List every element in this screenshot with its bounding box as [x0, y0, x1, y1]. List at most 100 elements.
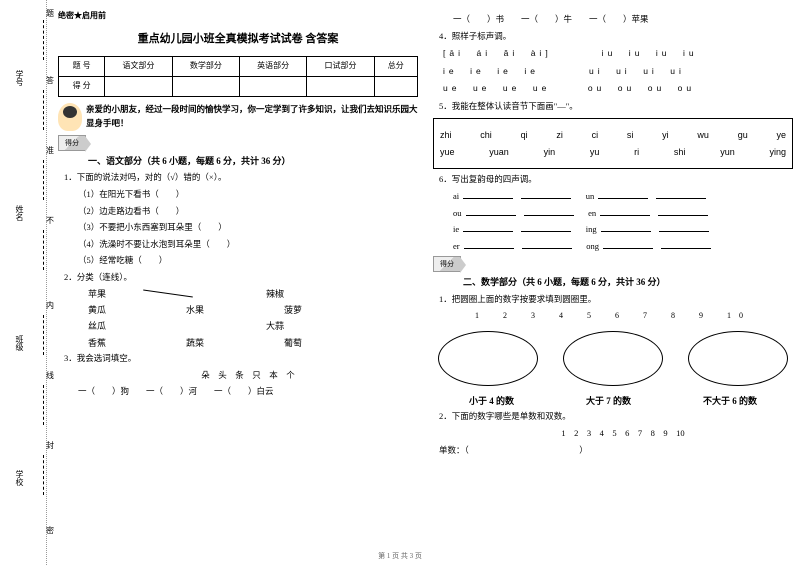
c2-q4r3: ue ue ue ue ou ou ou ou: [443, 82, 793, 96]
q6-r2: ie ing: [453, 223, 793, 237]
side-nei: 内: [46, 300, 54, 311]
exam-title: 重点幼儿园小班全真模拟考试试卷 含答案: [58, 31, 418, 49]
child-icon: [58, 103, 82, 131]
fl: [656, 198, 706, 199]
match-r3: 丝瓜 大蒜: [88, 319, 418, 333]
mm-3: 蔬菜: [186, 336, 204, 350]
p2-5: shi: [674, 145, 686, 159]
fl: [661, 248, 711, 249]
fl: [603, 248, 653, 249]
ol-1: 大于 7 的数: [586, 394, 631, 408]
th-3: 英语部分: [239, 57, 306, 77]
ml-1: 黄瓜: [88, 303, 106, 317]
side-ti: 题: [46, 8, 54, 19]
p2-1: yuan: [489, 145, 509, 159]
fl: [463, 198, 513, 199]
p-4: ci: [592, 128, 599, 142]
oval-labels: 小于 4 的数 大于 7 的数 不大于 6 的数: [433, 394, 793, 408]
th-2: 数学部分: [172, 57, 239, 77]
side-banji: 班级: [14, 335, 25, 351]
ml-2: 丝瓜: [88, 319, 106, 333]
main-content: 绝密★启用前 重点幼儿园小班全真模拟考试试卷 含答案 题 号 语文部分 数学部分…: [58, 10, 793, 459]
p-1: chi: [480, 128, 492, 142]
s1-q3-words: 朵 头 条 只 本 个: [78, 369, 418, 383]
q6-r0b: un: [586, 191, 595, 201]
intro-text: 亲爱的小朋友，经过一段时间的愉快学习，你一定学到了许多知识，让我们去知识乐园大显…: [86, 103, 418, 130]
side-dash-4: [43, 230, 44, 270]
th-1: 语文部分: [105, 57, 172, 77]
ol-2: 不大于 6 的数: [703, 394, 757, 408]
c2-q4r2: ie ie ie ie ui ui ui ui: [443, 65, 793, 79]
p2-4: ri: [634, 145, 639, 159]
side-dash-5: [43, 315, 44, 355]
pr2: yue yuan yin yu ri shi yun ying: [440, 145, 786, 159]
side-dash-6: [43, 385, 44, 425]
side-dash-3: [43, 160, 44, 200]
section2-title: 二、数学部分（共 6 小题，每题 6 分，共计 36 分）: [463, 275, 793, 289]
secret-label: 绝密★启用前: [58, 10, 418, 23]
match-r1: 苹果 辣椒: [88, 287, 418, 301]
th-4: 口试部分: [307, 57, 374, 77]
c2-q5: 5．我能在整体认读音节下面画"—"。: [439, 100, 793, 114]
s2-numbers: 1 2 3 4 5 6 7 8 9 10: [433, 310, 793, 323]
score-header-row: 题 号 语文部分 数学部分 英语部分 口试部分 总分: [59, 57, 418, 77]
fl: [463, 231, 513, 232]
p-6: yi: [662, 128, 669, 142]
td-b3: [239, 77, 306, 97]
c2-q4r1: [āi ái ǎi ài] iu iu iu iu: [443, 47, 793, 61]
side-xuehao: 学号: [14, 70, 25, 86]
score-badge-1: 得分: [58, 135, 86, 151]
p2-6: yun: [720, 145, 735, 159]
side-feng: 封: [46, 440, 54, 451]
mm-1: 水果: [186, 303, 204, 317]
s1-q3: 3．我会选词填空。: [64, 352, 418, 366]
right-column: 一（ ）书 一（ ）牛 一（ ）苹果 4．照样子标声调。 [āi ái ǎi à…: [433, 10, 793, 459]
p-7: wu: [697, 128, 709, 142]
s2-q2-nums: 1 2 3 4 5 6 7 8 9 10: [453, 427, 793, 441]
p-2: qi: [521, 128, 528, 142]
intro-block: 亲爱的小朋友，经过一段时间的愉快学习，你一定学到了许多知识，让我们去知识乐园大显…: [58, 103, 418, 131]
mr-0: 辣椒: [266, 287, 284, 301]
page-footer: 第 1 页 共 3 页: [0, 551, 800, 561]
ml-0: 苹果: [88, 287, 106, 301]
mr-2: 大蒜: [266, 319, 284, 333]
score-value-row: 得 分: [59, 77, 418, 97]
oval-1: [438, 331, 538, 386]
s1-q3-fill: 一（ ）狗 一（ ）河 一（ ）白云: [78, 385, 418, 399]
ol-0: 小于 4 的数: [469, 394, 514, 408]
s2-q1: 1．把圆圈上面的数字按要求填到圆圈里。: [439, 293, 793, 307]
q6-r3b: ong: [586, 241, 599, 251]
s2-q2-fill: 单数：（ ）: [439, 444, 793, 458]
fl: [600, 215, 650, 216]
mr-3: 葡萄: [284, 336, 302, 350]
td-b2: [172, 77, 239, 97]
s1-q1-5: （5）经常吃糖（ ）: [78, 254, 418, 268]
p-9: ye: [776, 128, 786, 142]
th-0: 题 号: [59, 57, 105, 77]
oval-3: [688, 331, 788, 386]
td-label: 得 分: [59, 77, 105, 97]
q6-r0: ai un: [453, 190, 793, 204]
td-b5: [374, 77, 417, 97]
q6-r2b: ing: [586, 224, 597, 234]
p2-7: ying: [769, 145, 786, 159]
q6-r2a: ie: [453, 224, 459, 234]
score-badge-2: 得分: [433, 256, 461, 272]
side-mi: 密: [46, 525, 54, 536]
s1-q1-3: （3）不要把小东西塞到耳朵里（ ）: [78, 221, 418, 235]
side-bu: 不: [46, 215, 54, 226]
fl: [601, 231, 651, 232]
s1-q1-2: （2）边走路边看书（ ）: [78, 205, 418, 219]
th-5: 总分: [374, 57, 417, 77]
s1-q1-4: （4）洗澡时不要让水泡到耳朵里（ ）: [78, 238, 418, 252]
mr-1: 菠萝: [284, 303, 302, 317]
fl: [659, 231, 709, 232]
q6-r1: ou en: [453, 207, 793, 221]
side-dash-2: [43, 90, 44, 130]
q6-r1b: en: [588, 208, 596, 218]
q6-r3: er ong: [453, 240, 793, 254]
p2-0: yue: [440, 145, 455, 159]
p-8: gu: [738, 128, 748, 142]
s1-q1-1: （1）在阳光下看书（ ）: [78, 188, 418, 202]
pinyin-box: zhi chi qi zi ci si yi wu gu ye yue yuan…: [433, 118, 793, 170]
